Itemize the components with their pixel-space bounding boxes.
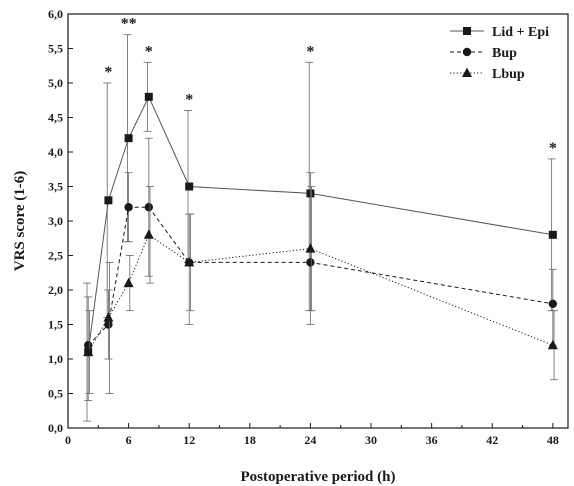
y-tick-label: 6,0 [48, 7, 63, 21]
data-point [184, 256, 195, 267]
series-layer [83, 34, 559, 422]
data-point [104, 320, 113, 329]
legend-label: Lid + Epi [492, 25, 549, 40]
data-point [305, 243, 316, 253]
series-circle [84, 137, 558, 401]
series-line [87, 95, 553, 353]
x-axis-label: Postoperative period (h) [241, 469, 396, 485]
series-square [83, 34, 557, 422]
data-point [185, 182, 194, 191]
data-point [124, 203, 133, 212]
significance-marker: * [549, 140, 557, 157]
y-tick-label: 0,0 [48, 421, 63, 435]
legend: Lid + Epi Bup Lbup [450, 25, 549, 82]
data-point [103, 312, 114, 322]
data-point [83, 346, 94, 357]
legend-entry: Lid + Epi [450, 25, 549, 40]
significance-marker: * [306, 43, 314, 60]
y-tick-label: 1,5 [48, 318, 63, 332]
data-point [143, 229, 154, 239]
series-triangle [83, 186, 559, 394]
legend-marker [462, 67, 472, 77]
data-point [84, 341, 93, 350]
data-point [104, 196, 113, 205]
x-tick-label: 36 [426, 433, 438, 447]
x-tick-label: 30 [365, 433, 377, 447]
y-axis: 0,0 0,5 1,0 1,5 2,0 2,5 3,0 3,5 4,0 4,5 5,0 5,5 6,0 [48, 7, 73, 435]
y-tick-label: 5,5 [48, 42, 63, 56]
data-point [306, 258, 315, 267]
y-tick-label: 5,0 [48, 76, 63, 90]
legend-label: Lbup [492, 67, 525, 82]
data-point [548, 299, 558, 308]
x-tick-label: 42 [486, 433, 498, 447]
y-tick-label: 2,5 [48, 249, 63, 263]
y-tick-label: 3,0 [48, 214, 63, 228]
significance-marker: * [104, 64, 112, 81]
legend-entry: Bup [450, 46, 517, 61]
x-tick-label: 24 [304, 433, 316, 447]
legend-entry: Lbup [450, 67, 525, 82]
y-tick-label: 2,0 [48, 283, 63, 297]
x-tick-label: 12 [183, 433, 195, 447]
y-tick-label: 1,0 [48, 352, 63, 366]
legend-label: Bup [492, 46, 517, 61]
data-point [548, 230, 557, 239]
x-tick-label: 0 [65, 433, 71, 447]
significance-marker: * [185, 92, 193, 109]
y-tick-label: 4,0 [48, 145, 63, 159]
data-point [124, 134, 133, 143]
series-line [87, 206, 553, 346]
x-tick-label: 18 [244, 433, 256, 447]
significance-marker: * [145, 43, 153, 60]
data-point [123, 277, 134, 288]
y-tick-label: 4,5 [48, 111, 63, 125]
x-tick-label: 48 [547, 433, 559, 447]
legend-marker [462, 47, 472, 57]
data-point [144, 203, 154, 212]
y-axis-label: VRS score (1-6) [12, 171, 28, 272]
y-tick-label: 3,5 [48, 180, 63, 194]
legend-marker [463, 27, 471, 35]
data-point [547, 339, 558, 350]
annotations: ******* [104, 16, 556, 157]
y-tick-label: 0,5 [48, 387, 63, 401]
significance-marker: ** [121, 16, 137, 33]
data-point [144, 92, 153, 101]
x-axis: 0 6 12 18 24 30 36 42 48 [65, 423, 559, 447]
series-line [87, 234, 554, 353]
x-tick-label: 6 [126, 433, 132, 447]
